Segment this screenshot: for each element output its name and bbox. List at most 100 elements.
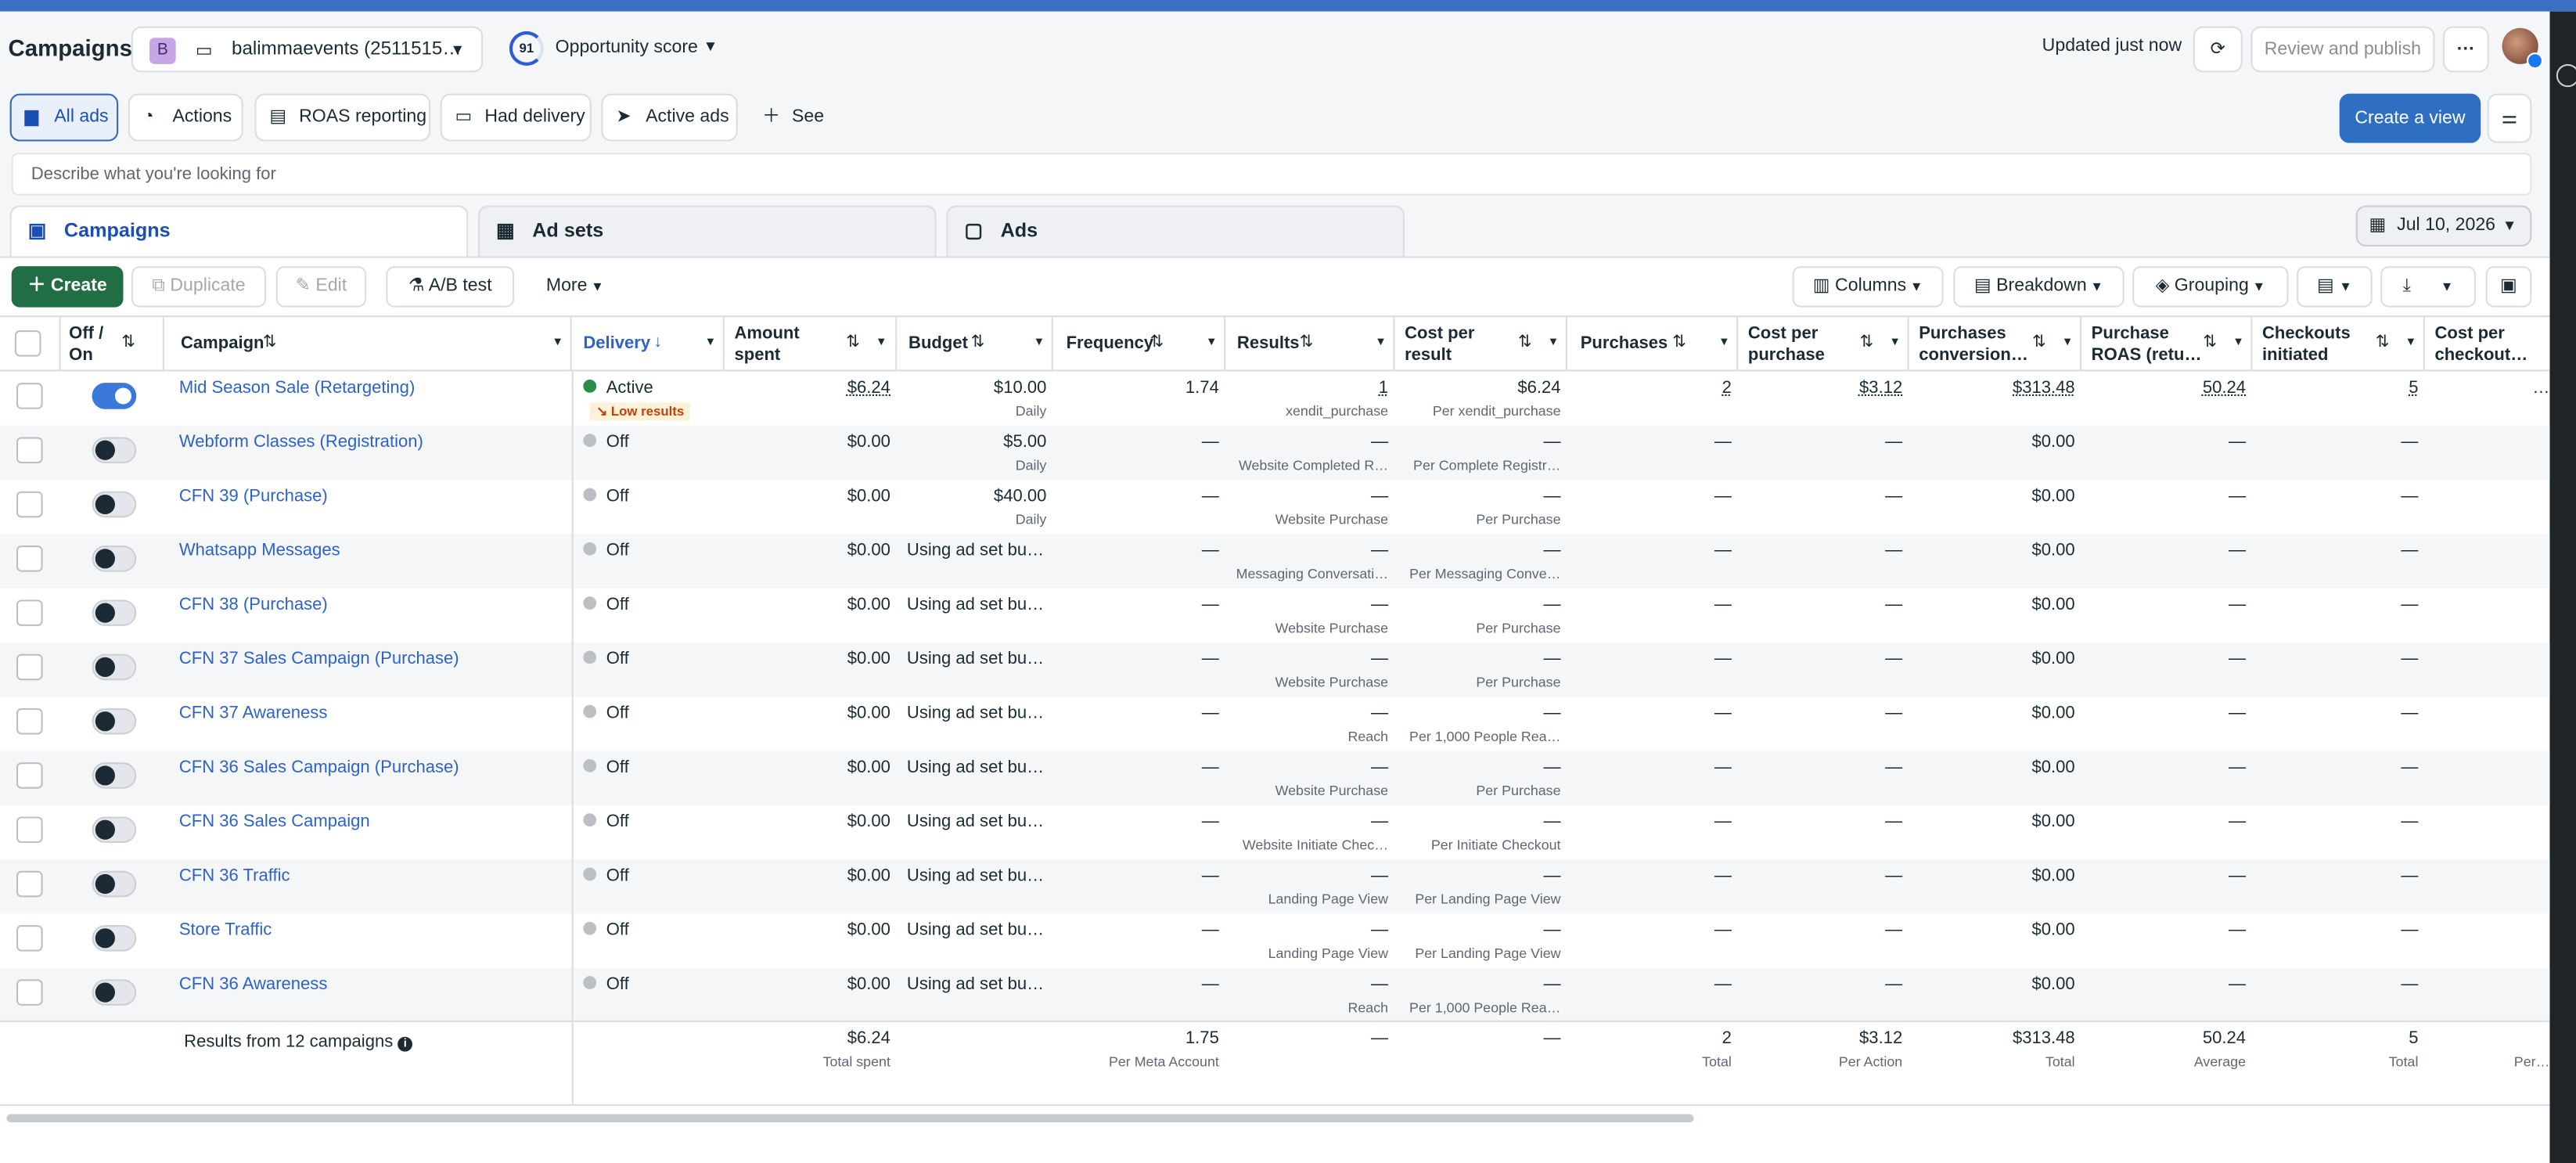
review-publish-button[interactable]: Review and publish: [2250, 26, 2435, 73]
chevron-down-icon[interactable]: ▼: [1889, 337, 1901, 349]
row-checkbox[interactable]: [16, 762, 43, 789]
campaign-toggle[interactable]: [92, 491, 137, 518]
campaign-name-link[interactable]: CFN 36 Awareness: [178, 974, 328, 995]
col-cost-per-result[interactable]: Cost per result ⇅ ▼: [1397, 317, 1567, 372]
more-options-button[interactable]: ···: [2442, 26, 2489, 73]
col-campaign[interactable]: Campaign ⇅ ▼: [164, 317, 572, 372]
view-settings-button[interactable]: ⚌: [2487, 93, 2532, 143]
reports-button[interactable]: ▤ ▼: [2297, 266, 2373, 308]
row-checkbox[interactable]: [16, 491, 43, 518]
chevron-down-icon[interactable]: ▼: [2405, 337, 2417, 349]
create-view-button[interactable]: Create a view: [2339, 93, 2481, 143]
row-checkbox[interactable]: [16, 870, 43, 898]
avatar[interactable]: [2502, 27, 2544, 70]
table-row[interactable]: CFN 37 Sales Campaign (Purchase) Off $0.00…: [0, 642, 2550, 697]
campaign-name-link[interactable]: Webform Classes (Registration): [178, 432, 423, 452]
horizontal-scrollbar[interactable]: [6, 1114, 1694, 1122]
col-purchases[interactable]: Purchases ⇅ ▼: [1569, 317, 1739, 372]
col-purchase-roas[interactable]: Purchase ROAS (retu… ⇅ ▼: [2083, 317, 2253, 372]
campaign-toggle[interactable]: [92, 870, 137, 898]
view-had-delivery[interactable]: ▭ Had delivery: [440, 93, 592, 142]
opportunity-score-button[interactable]: 91 Opportunity score ▼: [509, 30, 723, 69]
sort-icon[interactable]: ⇅: [1517, 333, 1532, 352]
table-row[interactable]: Store Traffic Off $0.00 Using ad set bu… — — L…: [0, 913, 2549, 967]
row-checkbox[interactable]: [16, 816, 43, 844]
create-button[interactable]: ＋ Create: [11, 266, 124, 308]
breakdown-button[interactable]: ▤ Breakdown ▼: [1953, 266, 2124, 308]
sort-icon[interactable]: ⇅: [262, 333, 277, 352]
view-actions[interactable]: ◔ Actions: [128, 93, 243, 142]
row-checkbox[interactable]: [16, 383, 43, 409]
sort-icon[interactable]: ⇅: [1299, 333, 1314, 352]
grouping-button[interactable]: ◈ Grouping ▼: [2132, 266, 2289, 308]
view-all-ads[interactable]: ▆ All ads: [9, 93, 119, 142]
campaign-toggle[interactable]: [92, 600, 137, 626]
col-purchases-conversion[interactable]: Purchases conversion… ⇅ ▼: [1911, 317, 2082, 372]
date-range-picker[interactable]: ▦ Jul 10, 2026 ▼: [2355, 205, 2532, 247]
sort-down-icon[interactable]: ↓: [653, 333, 663, 352]
table-row[interactable]: CFN 39 (Purchase) Off $0.00 $40.00 Daily — — We…: [0, 480, 2549, 534]
row-checkbox[interactable]: [16, 654, 43, 681]
sort-icon[interactable]: ⇅: [1859, 333, 1874, 352]
campaign-toggle[interactable]: [92, 762, 137, 789]
table-row[interactable]: Webform Classes (Registration) Off $0.00 $5…: [0, 425, 2550, 481]
campaign-name-link[interactable]: CFN 36 Traffic: [178, 866, 290, 886]
table-row[interactable]: CFN 36 Awareness Off $0.00 Using ad set bu……: [0, 967, 2550, 1022]
tab-campaigns[interactable]: ▣ Campaigns: [9, 205, 469, 257]
col-budget[interactable]: Budget ⇅ ▼: [898, 317, 1053, 372]
campaign-toggle[interactable]: [92, 437, 137, 464]
campaign-name-link[interactable]: CFN 38 (Purchase): [178, 595, 328, 615]
ab-test-button[interactable]: ⚗ A/B test: [386, 266, 515, 308]
campaign-toggle[interactable]: [92, 545, 137, 572]
chevron-down-icon[interactable]: ▼: [1547, 337, 1560, 349]
chevron-down-icon[interactable]: ▼: [2061, 337, 2074, 349]
campaign-name-link[interactable]: CFN 36 Sales Campaign (Purchase): [178, 757, 459, 778]
campaign-name-link[interactable]: CFN 36 Sales Campaign: [178, 812, 370, 832]
campaign-toggle[interactable]: [92, 383, 137, 409]
sort-icon[interactable]: ⇅: [970, 333, 985, 352]
tab-ads[interactable]: ▢ Ads: [946, 205, 1405, 257]
chart-toggle-button[interactable]: ▣: [2485, 266, 2532, 308]
campaign-toggle[interactable]: [92, 925, 137, 952]
chevron-down-icon[interactable]: ▼: [2232, 337, 2244, 349]
table-row[interactable]: CFN 36 Sales Campaign (Purchase) Off $0.00…: [0, 751, 2550, 805]
col-frequency[interactable]: Frequency ⇅ ▼: [1055, 317, 1226, 372]
chevron-down-icon[interactable]: ▼: [704, 337, 717, 349]
info-icon[interactable]: i: [398, 1036, 413, 1052]
table-row[interactable]: Whatsapp Messages Off $0.00 Using ad set bu…: [0, 534, 2550, 589]
account-selector[interactable]: B ▭ balimmaevents (2511515… ▼: [131, 26, 484, 73]
chevron-down-icon[interactable]: ▼: [1375, 337, 1387, 349]
col-amount-spent[interactable]: Amount spent ⇅ ▼: [726, 317, 898, 372]
col-results[interactable]: Results ⇅ ▼: [1227, 317, 1395, 372]
row-checkbox[interactable]: [16, 925, 43, 952]
chevron-down-icon[interactable]: ▼: [1033, 337, 1045, 349]
campaign-name-link[interactable]: CFN 37 Sales Campaign (Purchase): [178, 649, 459, 669]
sort-icon[interactable]: ⇅: [846, 333, 860, 352]
table-row[interactable]: CFN 37 Awareness Off $0.00 Using ad set bu……: [0, 697, 2549, 751]
export-button[interactable]: ⤓ ▼: [2380, 266, 2476, 308]
campaign-name-link[interactable]: CFN 39 (Purchase): [178, 486, 328, 506]
tab-ad-sets[interactable]: ▦ Ad sets: [477, 205, 937, 257]
search-input[interactable]: Describe what you're looking for: [11, 153, 2532, 196]
sort-icon[interactable]: ⇅: [2032, 333, 2046, 352]
campaign-toggle[interactable]: [92, 654, 137, 681]
columns-button[interactable]: ▥ Columns ▼: [1792, 266, 1944, 308]
row-checkbox[interactable]: [16, 545, 43, 572]
table-row[interactable]: Mid Season Sale (Retargeting) Active ↘ Low…: [0, 371, 2549, 425]
row-checkbox[interactable]: [16, 979, 43, 1006]
sort-icon[interactable]: ⇅: [1149, 333, 1164, 352]
chevron-down-icon[interactable]: ▼: [552, 337, 563, 349]
campaign-toggle[interactable]: [92, 979, 137, 1006]
chevron-down-icon[interactable]: ▼: [1718, 337, 1730, 349]
duplicate-button[interactable]: ⧉ Duplicate: [131, 266, 267, 308]
sort-icon[interactable]: ⇅: [2203, 333, 2218, 352]
chevron-down-icon[interactable]: ▼: [1206, 337, 1218, 349]
table-row[interactable]: CFN 36 Traffic Off $0.00 Using ad set bu… — —…: [0, 859, 2550, 914]
campaign-name-link[interactable]: Mid Season Sale (Retargeting): [178, 377, 416, 398]
chevron-down-icon[interactable]: ▼: [876, 337, 887, 349]
col-cost-per-checkout[interactable]: Cost per checkout…: [2427, 317, 2549, 371]
table-row[interactable]: CFN 38 (Purchase) Off $0.00 Using ad set bu…: [0, 589, 2549, 643]
campaign-toggle[interactable]: [92, 708, 137, 735]
col-cost-per-purchase[interactable]: Cost per purchase ⇅ ▼: [1740, 317, 1909, 372]
view-active-ads[interactable]: ➤ Active ads: [601, 93, 738, 142]
